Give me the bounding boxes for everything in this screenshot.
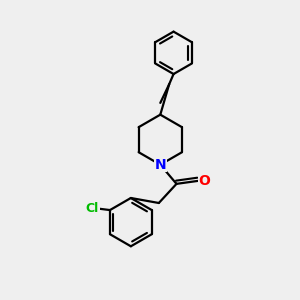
Text: N: N — [154, 158, 166, 172]
Text: Cl: Cl — [86, 202, 99, 215]
Text: O: O — [198, 174, 210, 188]
